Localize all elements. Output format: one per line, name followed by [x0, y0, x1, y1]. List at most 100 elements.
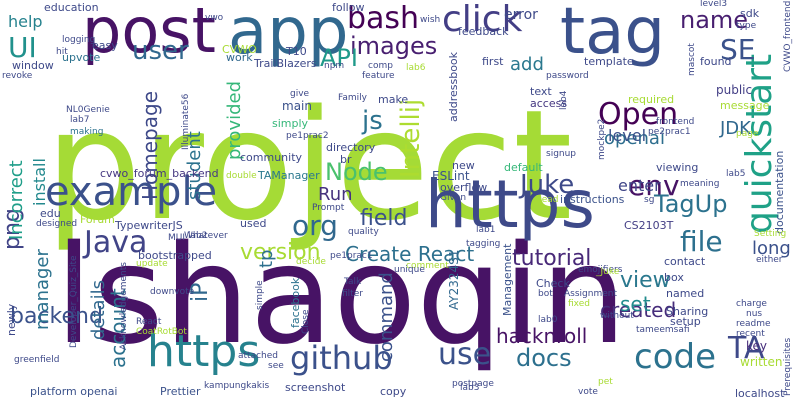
- word-node: Node: [325, 158, 388, 186]
- word-npm: npm: [324, 61, 345, 71]
- word-field: field: [360, 206, 408, 231]
- word-incorrect: Incorrect: [6, 160, 27, 240]
- word-logging: logging: [62, 35, 96, 45]
- word-command: command: [376, 272, 397, 362]
- word-bash: bash: [347, 1, 420, 36]
- word-project: project: [45, 77, 573, 254]
- word-eslint: ESLint: [432, 169, 470, 183]
- word-template: template: [584, 55, 634, 68]
- word-cvwo: CVWO: [222, 43, 257, 56]
- word-java: Java: [84, 225, 148, 260]
- word-forum: Forum: [80, 213, 115, 226]
- word-signup: signup: [546, 149, 577, 159]
- word-backend: backend: [10, 304, 103, 329]
- word-window: window: [12, 59, 54, 72]
- word-access: access: [530, 97, 568, 110]
- word-juke-underscore: _Juke: [596, 267, 620, 277]
- word-tp: tp: [256, 249, 277, 268]
- word-lab6: lab6: [406, 63, 426, 73]
- word-localhost: localhost: [735, 387, 785, 400]
- word-org: org: [292, 209, 338, 242]
- word-attached: attached: [238, 351, 278, 361]
- word-react: React: [136, 317, 162, 327]
- word-name: name: [680, 6, 749, 34]
- word-https-large: https: [425, 166, 595, 243]
- word-lab0: lab0: [538, 315, 558, 325]
- word-cvwo-frontend: CVWO_frontend: [783, 0, 793, 72]
- word-talk: Talk: [344, 277, 362, 287]
- word-example: example: [45, 169, 218, 215]
- word-js: js: [362, 106, 383, 136]
- word-openai: openai: [604, 128, 665, 149]
- word-designed: designed: [36, 219, 78, 229]
- word-error: error: [504, 7, 538, 23]
- word-charge: charge: [736, 299, 767, 309]
- word-https-small: https: [147, 326, 261, 377]
- word-nus: nus: [746, 309, 763, 319]
- word-either: either: [756, 255, 783, 265]
- word-newly: newly: [5, 303, 18, 336]
- word-addressbook: addressbook: [447, 51, 460, 122]
- word-click: click: [442, 0, 523, 40]
- word-key: key: [746, 339, 768, 353]
- word-prompt: Prompt: [312, 203, 345, 213]
- word-meaning: meaning: [680, 179, 720, 189]
- word-feedback: feedback: [458, 25, 509, 38]
- word-facebook: facebook: [289, 277, 302, 328]
- word-tameemsafi: tameemsafi: [636, 325, 690, 335]
- word-sg: sg: [644, 195, 655, 205]
- word-illuminate56: Illuminate56: [181, 93, 191, 150]
- word-feature: feature: [362, 71, 395, 81]
- word-help: help: [8, 12, 43, 31]
- word-user: user: [132, 36, 189, 66]
- word-use: use: [438, 337, 492, 372]
- word-created: created: [600, 298, 677, 322]
- word-provided: provided: [224, 80, 245, 160]
- word-frontend: frontend: [656, 117, 695, 127]
- word-br: br: [340, 153, 352, 166]
- word-new: new: [452, 159, 475, 172]
- word-enter: enter: [618, 176, 661, 195]
- word-manager: manager: [32, 249, 53, 330]
- word-code: code: [634, 337, 716, 377]
- word-unique: unique: [394, 265, 425, 275]
- word-page: page: [736, 129, 759, 139]
- word-family: Family: [338, 93, 367, 103]
- word-hit: hit: [56, 47, 68, 57]
- word-overflow: overflow: [440, 181, 488, 194]
- word-level: level: [608, 126, 647, 145]
- word-required: required: [628, 93, 675, 106]
- word-version: version: [240, 240, 321, 265]
- word-ta: TA: [728, 331, 765, 366]
- word-kampungkakis: kampungkakis: [204, 381, 270, 391]
- word-downvote: downvote: [150, 287, 195, 297]
- word-bootstrapped: bootstrapped: [138, 249, 212, 262]
- word-copy: copy: [380, 385, 407, 398]
- word-acknowledgements: Acknowledgements: [119, 262, 129, 350]
- word-pe1prac1: pe1prac1: [330, 251, 373, 261]
- word-message: message: [720, 99, 770, 112]
- word-decide: decide: [296, 257, 326, 267]
- word-head: head: [536, 195, 559, 205]
- word-greenfield: greenfield: [14, 355, 60, 365]
- word-tag: tag: [560, 0, 665, 69]
- word-juke: Juke: [520, 170, 575, 200]
- word-default: default: [504, 161, 543, 174]
- word-sdk: sdk: [740, 7, 760, 20]
- word-postpage: postpage: [452, 379, 494, 389]
- word-developer-quiz-site: Developer_Quiz_Site: [69, 255, 79, 348]
- word-file: file: [680, 225, 723, 258]
- word-comment: comment: [406, 261, 449, 271]
- word-written: written: [740, 355, 783, 369]
- word-password: password: [546, 71, 589, 81]
- word-edu: edu: [40, 207, 61, 220]
- word-t10: T10: [286, 45, 307, 58]
- word-making: making: [70, 127, 104, 137]
- word-open: Open: [598, 97, 679, 132]
- word-lab5: lab5: [726, 169, 746, 179]
- word-make: make: [378, 93, 409, 106]
- word-box: box: [664, 271, 684, 284]
- word-whatever: Whatever: [184, 231, 228, 241]
- word-tutorial: tutorial: [512, 246, 592, 271]
